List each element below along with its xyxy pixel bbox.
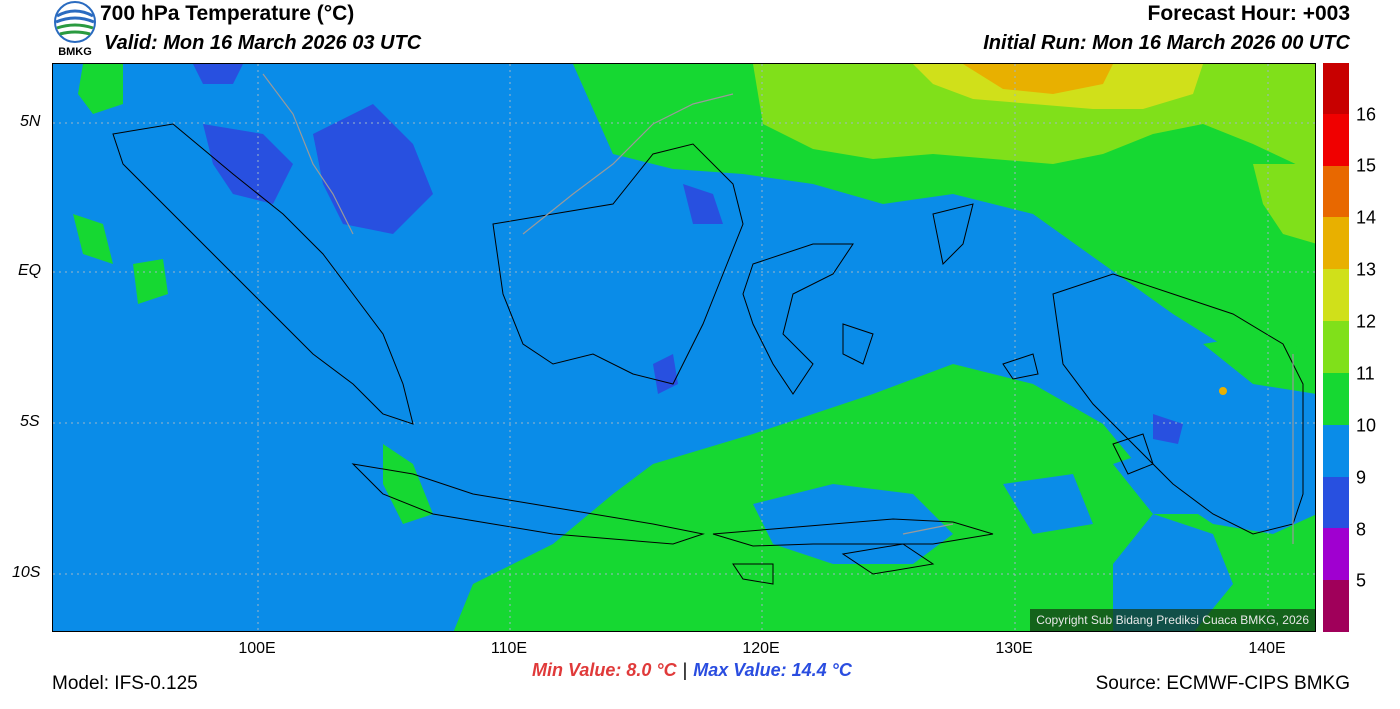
colorbar-label: 5 bbox=[1356, 570, 1367, 591]
colorbar bbox=[1323, 63, 1349, 632]
colorbar-label: 8 bbox=[1356, 519, 1367, 540]
source-label: Source: ECMWF-CIPS BMKG bbox=[1095, 673, 1350, 694]
lat-label-10s: 10S bbox=[12, 564, 41, 581]
map-region-13-14 bbox=[963, 64, 1113, 94]
colorbar-segment bbox=[1323, 528, 1349, 580]
colorbar-segment bbox=[1323, 321, 1349, 373]
lat-label-5s: 5S bbox=[20, 413, 40, 430]
forecast-hour: Forecast Hour: +003 bbox=[1147, 2, 1351, 25]
colorbar-segment bbox=[1323, 217, 1349, 269]
lon-label-120e: 120E bbox=[742, 640, 780, 657]
lon-label-110e: 110E bbox=[490, 640, 528, 657]
max-value: Max Value: 14.4 °C bbox=[693, 660, 852, 680]
colorbar-label: 11 bbox=[1356, 363, 1375, 384]
initial-run: Initial Run: Mon 16 March 2026 00 UTC bbox=[983, 32, 1350, 54]
colorbar-label: 10 bbox=[1356, 415, 1377, 436]
valid-time: Valid: Mon 16 March 2026 03 UTC bbox=[104, 32, 422, 54]
colorbar-segment bbox=[1323, 166, 1349, 217]
colorbar-label: 12 bbox=[1356, 311, 1377, 332]
colorbar-label: 13 bbox=[1356, 259, 1377, 280]
lat-label-5n: 5N bbox=[20, 113, 41, 130]
min-max-values: Min Value: 8.0 °C | Max Value: 14.4 °C bbox=[532, 660, 852, 681]
colorbar-labels: 16 15 14 13 12 11 10 9 8 5 bbox=[1356, 63, 1396, 632]
map-canvas bbox=[53, 64, 1315, 631]
lon-label-140e: 140E bbox=[1248, 640, 1286, 657]
model-label: Model: IFS-0.125 bbox=[52, 673, 198, 694]
temperature-map: Copyright Sub Bidang Prediksi Cuaca BMKG… bbox=[52, 63, 1316, 632]
lon-label-130e: 130E bbox=[995, 640, 1033, 657]
logo-text: BMKG bbox=[58, 46, 92, 58]
colorbar-segment bbox=[1323, 477, 1349, 528]
map-region-10-11-north bbox=[573, 64, 1315, 394]
bmkg-logo: BMKG bbox=[52, 0, 98, 60]
colorbar-segment bbox=[1323, 373, 1349, 425]
colorbar-segment bbox=[1323, 425, 1349, 477]
copyright-text: Copyright Sub Bidang Prediksi Cuaca BMKG… bbox=[1030, 609, 1315, 631]
min-value: Min Value: 8.0 °C bbox=[532, 660, 677, 680]
separator: | bbox=[682, 660, 688, 680]
colorbar-segment bbox=[1323, 114, 1349, 166]
bmkg-logo-icon bbox=[54, 1, 96, 43]
map-region-8-9 bbox=[203, 124, 293, 204]
lon-label-100e: 100E bbox=[238, 640, 276, 657]
colorbar-segment bbox=[1323, 269, 1349, 321]
lat-label-eq: EQ bbox=[18, 262, 42, 279]
chart-title: 700 hPa Temperature (°C) bbox=[100, 2, 355, 25]
colorbar-label: 15 bbox=[1356, 155, 1377, 176]
colorbar-segment bbox=[1323, 580, 1349, 632]
colorbar-segment bbox=[1323, 63, 1349, 114]
colorbar-label: 16 bbox=[1356, 104, 1377, 125]
colorbar-label: 14 bbox=[1356, 207, 1377, 228]
colorbar-label: 9 bbox=[1356, 467, 1367, 488]
